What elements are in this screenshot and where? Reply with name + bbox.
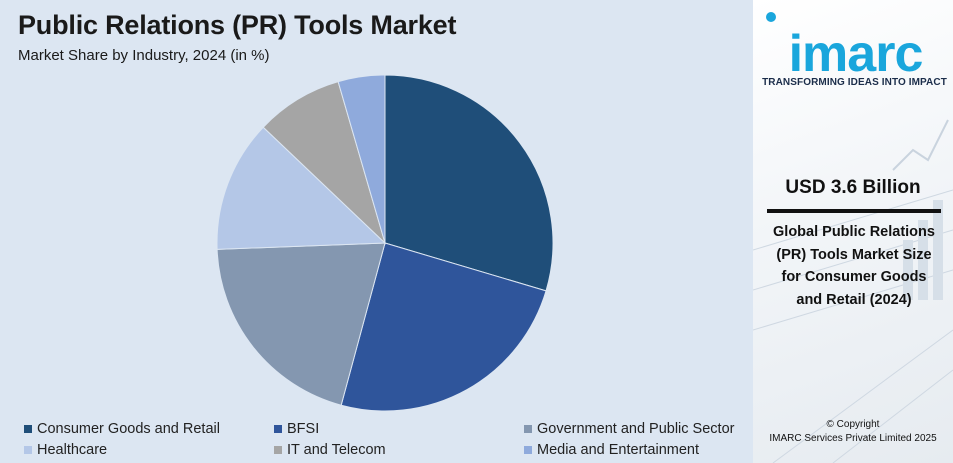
market-size-value: USD 3.6 Billion — [785, 177, 921, 198]
legend-swatch — [274, 446, 282, 454]
imarc-logo: imarc — [788, 25, 924, 83]
pie-slice-consumer-goods-and-retail — [384, 74, 554, 292]
legend-label: Government and Public Sector — [537, 421, 735, 437]
legend-item: Government and Public Sector — [524, 421, 734, 437]
legend-swatch — [524, 446, 532, 454]
divider — [767, 209, 941, 213]
pie-slice-it-and-telecom — [262, 81, 386, 245]
brand-tagline: TRANSFORMING IDEAS INTO IMPACT — [762, 77, 947, 88]
pie-slice-bfsi — [340, 242, 547, 412]
market-size-description: Global Public Relations (PR) Tools Marke… — [773, 224, 935, 308]
pie-slice-government-and-public-sector — [216, 242, 386, 406]
legend-item: Consumer Goods and Retail — [24, 421, 220, 437]
legend-item: IT and Telecom — [274, 442, 386, 458]
legend-swatch — [274, 425, 282, 433]
legend-label: BFSI — [287, 421, 320, 437]
brand-sidebar: imarc TRANSFORMING IDEAS INTO IMPACT USD… — [753, 0, 953, 463]
pie-slice-healthcare — [216, 126, 387, 250]
legend-item: Healthcare — [24, 442, 107, 458]
legend-swatch — [24, 425, 32, 433]
legend-swatch — [524, 425, 532, 433]
legend-item: BFSI — [274, 421, 319, 437]
copyright-line-2: IMARC Services Private Limited 2025 — [769, 433, 937, 444]
legend-item: Media and Entertainment — [524, 442, 699, 458]
pie-slice-media-and-entertainment — [337, 74, 386, 244]
legend-label: Consumer Goods and Retail — [37, 421, 220, 437]
legend-label: Media and Entertainment — [537, 442, 700, 458]
chart-title: Public Relations (PR) Tools Market — [18, 10, 457, 40]
copyright-line-1: © Copyright — [826, 419, 880, 430]
copyright-notice: © Copyright IMARC Services Private Limit… — [753, 418, 953, 446]
background-graph-decoration — [753, 119, 953, 463]
chart-panel: Public Relations (PR) Tools Market Marke… — [0, 0, 753, 463]
chart-legend: Consumer Goods and Retail BFSI Government … — [24, 421, 749, 461]
chart-subtitle: Market Share by Industry, 2024 (in %) — [18, 47, 270, 64]
legend-label: IT and Telecom — [287, 442, 386, 458]
legend-swatch — [24, 446, 32, 454]
logo-dot-icon — [766, 12, 776, 22]
legend-label: Healthcare — [37, 442, 108, 458]
pie-chart — [216, 74, 554, 412]
